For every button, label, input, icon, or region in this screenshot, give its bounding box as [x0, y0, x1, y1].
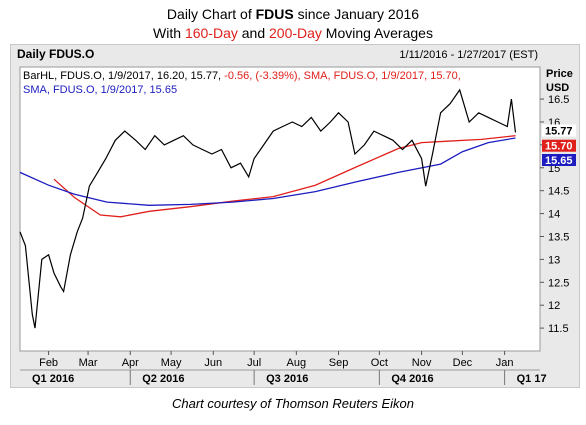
price-label-box [542, 124, 576, 137]
panel-date-range: 1/11/2016 - 1/27/2017 (EST) [399, 49, 538, 61]
panel-name: Daily FDUS.O [17, 47, 94, 61]
x-tick-label: Jan [496, 357, 514, 369]
y-tick-label: 13.5 [548, 231, 569, 243]
series-line [53, 135, 516, 218]
title-suffix: since January 2016 [293, 6, 420, 22]
subtitle-sma1: 160-Day [184, 25, 238, 41]
quarter-label: Q2 2016 [142, 373, 184, 385]
y-tick-label: 14 [548, 209, 560, 221]
y-tick-label: 16.5 [548, 94, 569, 106]
x-tick-label: Sep [329, 357, 349, 369]
price-label: 15.70 [545, 141, 573, 153]
quarter-label: Q1 2016 [32, 373, 74, 385]
series-line [19, 137, 516, 206]
y-tick-label: 12 [548, 300, 560, 312]
axis-title-price: Price [546, 68, 573, 80]
x-tick-label: Dec [453, 357, 473, 369]
x-tick-label: Aug [287, 357, 307, 369]
price-label: 15.65 [545, 155, 573, 167]
chart-credit: Chart courtesy of Thomson Reuters Eikon [171, 396, 415, 411]
x-tick-label: Apr [122, 357, 139, 369]
title-symbol: FDUS [255, 6, 294, 22]
x-tick-label: Nov [412, 357, 432, 369]
price-label-box [542, 154, 576, 166]
subtitle-sma2: 200-Day [269, 25, 322, 41]
plot-area [19, 66, 541, 352]
x-tick-label: Oct [371, 357, 388, 369]
x-tick-label: Jul [247, 357, 261, 369]
subtitle-suffix: Moving Averages [321, 25, 433, 41]
y-tick-label: 14.5 [548, 186, 569, 198]
x-tick-label: Jun [204, 357, 222, 369]
quarter-label: Q3 2016 [266, 373, 308, 385]
price-label: 15.77 [545, 126, 573, 138]
y-tick-label: 11.5 [548, 323, 569, 335]
chart-panel[interactable]: Daily FDUS.O 1/11/2016 - 1/27/2017 (EST) P… [10, 44, 580, 388]
price-chart[interactable]: Daily FDUS.O 1/11/2016 - 1/27/2017 (EST) P… [11, 45, 579, 387]
price-label-box [542, 139, 576, 152]
series-line [19, 88, 517, 329]
subtitle-prefix: With [153, 25, 185, 41]
title-prefix: Daily Chart of [166, 6, 256, 22]
x-tick-label: May [161, 357, 182, 369]
x-tick-label: Mar [79, 357, 98, 369]
chart-title-line-2: With 160-Day and 200-Day Moving Averages [0, 25, 586, 41]
chart-title-line-1: Daily Chart of FDUS since January 2016 [0, 6, 586, 22]
axis-title-usd: USD [546, 82, 569, 94]
quarter-label: Q4 2016 [391, 373, 433, 385]
subtitle-mid: and [237, 25, 269, 41]
y-tick-label: 12.5 [548, 277, 569, 289]
legend-bar-series: BarHL, FDUS.O, 1/9/2017, 16.20, 15.77, -… [23, 70, 461, 82]
quarter-label: Q1 17 [517, 373, 547, 385]
y-tick-label: 13 [548, 254, 560, 266]
legend-sma200: SMA, FDUS.O, 1/9/2017, 15.65 [23, 84, 177, 96]
x-tick-label: Feb [39, 357, 58, 369]
